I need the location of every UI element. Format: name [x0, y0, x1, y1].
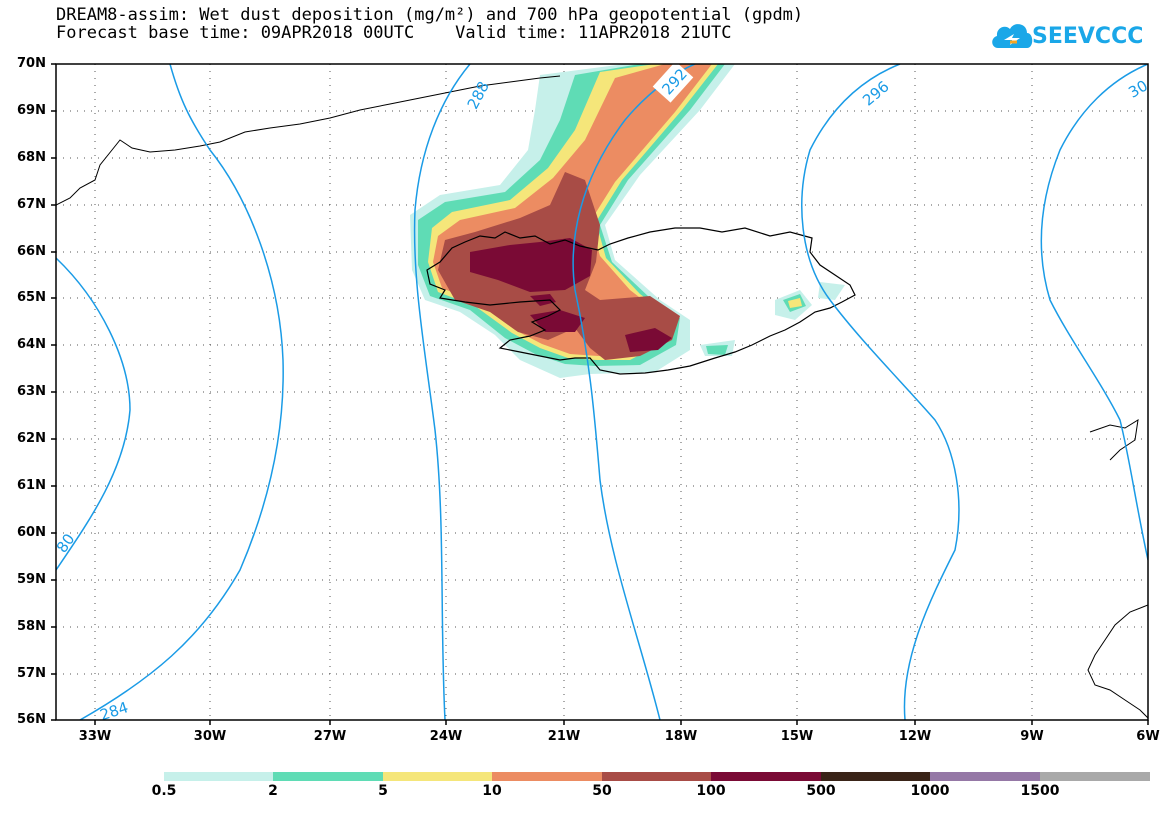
dust-level-100: [625, 328, 672, 352]
lon-label: 18W: [664, 729, 698, 744]
map-subtitle: Forecast base time: 09APR2018 00UTC Vali…: [56, 23, 732, 43]
logo-text: SEEVCCC: [1032, 24, 1144, 49]
dust-level-100: [530, 310, 585, 332]
map-title: DREAM8-assim: Wet dust deposition (mg/m²…: [56, 5, 804, 25]
lon-label: 33W: [78, 729, 112, 744]
colorbar-swatch: [164, 772, 273, 781]
lat-label: 64N: [17, 337, 46, 352]
lat-label: 61N: [17, 478, 46, 493]
scotland-coastline: [1087, 604, 1148, 719]
lat-label: 58N: [17, 619, 46, 634]
lon-label: 12W: [898, 729, 932, 744]
colorbar-label: 0.5: [151, 783, 177, 799]
lat-label: 70N: [17, 56, 46, 71]
colorbar-swatch: [273, 772, 383, 781]
cloud-logo-icon: [992, 24, 1033, 48]
lon-label: 24W: [429, 729, 463, 744]
dust-level-2: [706, 345, 728, 355]
colorbar-label: 1500: [1020, 783, 1060, 799]
colorbar: [164, 772, 1150, 781]
colorbar-label: 500: [806, 783, 836, 799]
contour-label: 30: [1125, 77, 1151, 102]
dust-level-0.5: [818, 282, 845, 300]
colorbar-swatch: [602, 772, 711, 781]
lat-label: 65N: [17, 290, 46, 305]
lat-label: 66N: [17, 244, 46, 259]
dust-level-5: [788, 298, 802, 308]
dust-level-100: [470, 238, 592, 292]
lat-label: 56N: [17, 712, 46, 727]
geopotential-contours: [56, 64, 1148, 720]
colorbar-label: 50: [592, 783, 612, 799]
lat-label: 69N: [17, 103, 46, 118]
iceland-coastline: [426, 227, 856, 375]
lon-label: 15W: [780, 729, 814, 744]
contour-label: 296: [859, 77, 893, 109]
lat-label: 57N: [17, 666, 46, 681]
colorbar-swatch: [711, 772, 821, 781]
greenland-coastline: [56, 75, 561, 206]
lat-label: 68N: [17, 150, 46, 165]
lon-label: 21W: [547, 729, 581, 744]
colorbar-swatch: [492, 772, 602, 781]
lat-label: 62N: [17, 431, 46, 446]
dust-deposition-field: [410, 64, 845, 378]
lat-label: 67N: [17, 197, 46, 212]
lat-label: 63N: [17, 384, 46, 399]
colorbar-label: 2: [268, 783, 278, 799]
colorbar-swatch: [930, 772, 1040, 781]
lat-label: 59N: [17, 572, 46, 587]
lon-label: 9W: [1020, 729, 1044, 744]
colorbar-label: 5: [378, 783, 388, 799]
lon-label: 6W: [1136, 729, 1160, 744]
colorbar-swatch: [383, 772, 492, 781]
seevccc-logo: SEEVCCC: [990, 18, 1144, 58]
lon-label: 27W: [313, 729, 347, 744]
colorbar-swatch: [1040, 772, 1150, 781]
svalbard-fragment: [1089, 419, 1139, 461]
contour-label: 288: [464, 78, 493, 112]
colorbar-label: 1000: [910, 783, 950, 799]
lat-label: 60N: [17, 525, 46, 540]
colorbar-label: 100: [696, 783, 726, 799]
colorbar-swatch: [821, 772, 930, 781]
colorbar-label: 10: [482, 783, 502, 799]
lon-label: 30W: [193, 729, 227, 744]
